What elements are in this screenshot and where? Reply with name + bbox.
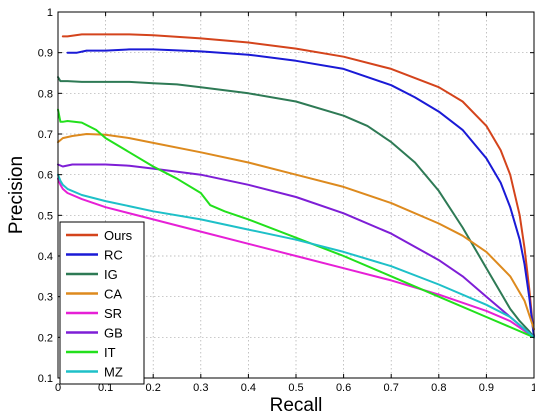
- y-axis-label: Precision: [6, 156, 27, 234]
- series-line-gb: [57, 163, 535, 339]
- series-line-ca: [57, 133, 535, 331]
- series-line-it: [57, 108, 535, 339]
- x-axis-label: Recall: [270, 395, 323, 416]
- grid: [58, 12, 534, 378]
- x-tick-label-0-4: 0.4: [241, 382, 256, 394]
- x-tick-label-0-1: 0.1: [98, 382, 113, 394]
- plot-frame: [57, 11, 535, 379]
- series-line-rc: [66, 48, 535, 339]
- x-tick-label-0-7: 0.7: [384, 382, 399, 394]
- series-lines: [57, 33, 535, 339]
- series-line-ig: [57, 76, 535, 339]
- series-line-ours: [61, 33, 535, 339]
- y-tick-label-0-9: 0.9: [38, 48, 53, 60]
- x-tick-label-0-5: 0.5: [288, 382, 303, 394]
- legend-label-gb: GB: [104, 326, 123, 341]
- y-tick-label-0-6: 0.6: [38, 170, 53, 182]
- x-tick-label-0-2: 0.2: [146, 382, 161, 394]
- legend-label-sr: SR: [104, 306, 122, 321]
- x-tick-label-0-8: 0.8: [431, 382, 446, 394]
- y-tick-label-1: 1: [47, 7, 53, 19]
- y-tick-label-0-1: 0.1: [38, 373, 53, 385]
- x-tick-label-0: 0: [55, 382, 61, 394]
- y-tick-label-0-3: 0.3: [38, 292, 53, 304]
- tick-labels: 0 0.1 0.2 0.3 0.4 0.5 0.6 0.7 0.8 0.9 10.10.20.30.…: [38, 7, 535, 394]
- x-tick-label-0-9: 0.9: [479, 382, 494, 394]
- legend-label-ours: Ours: [104, 228, 133, 243]
- legend-label-it: IT: [104, 345, 116, 360]
- x-tick-label-0-6: 0.6: [336, 382, 351, 394]
- series-line-mz: [57, 173, 535, 339]
- legend-label-ig: IG: [104, 267, 118, 282]
- x-tick-label-0-3: 0.3: [193, 382, 208, 394]
- legend: Ours RC IG CA SR GB IT MZ: [59, 221, 145, 385]
- y-tick-label-0-5: 0.5: [38, 210, 53, 222]
- series-line-sr: [57, 177, 535, 339]
- y-tick-label-0-2: 0.2: [38, 332, 53, 344]
- legend-label-mz: MZ: [104, 365, 123, 380]
- y-tick-label-0-4: 0.4: [38, 251, 53, 263]
- legend-label-rc: RC: [104, 248, 123, 263]
- legend-label-ca: CA: [104, 287, 122, 302]
- x-tick-label-1: 1: [531, 382, 535, 394]
- y-tick-label-0-7: 0.7: [38, 129, 53, 141]
- y-tick-label-0-8: 0.8: [38, 88, 53, 100]
- legend-box: [59, 221, 145, 385]
